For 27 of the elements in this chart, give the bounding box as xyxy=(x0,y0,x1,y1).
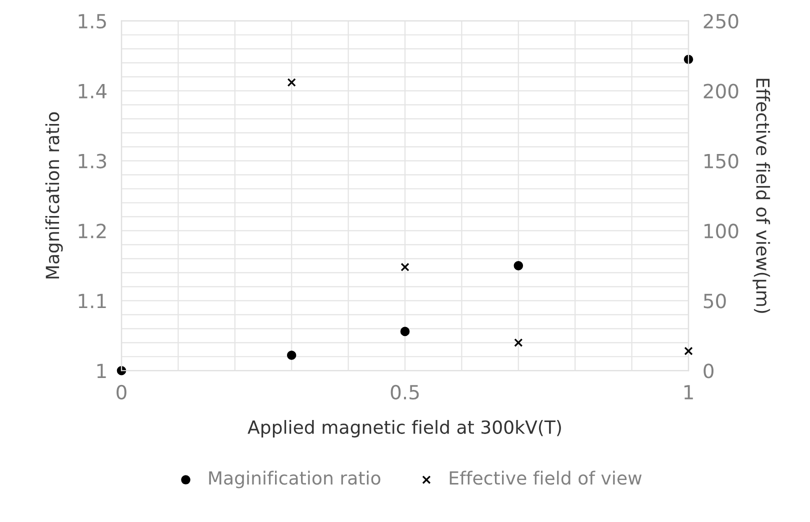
y-tick-label: 1.5 xyxy=(78,14,106,29)
point xyxy=(400,326,410,336)
y-axis-title: Magnification ratio xyxy=(45,112,63,278)
y2-axis-title: Effective field of view(μm) xyxy=(752,78,770,313)
y-tick-label: 1.1 xyxy=(78,294,106,308)
y2-tick-label: 50 xyxy=(704,294,726,308)
y2-tick-label: 0 xyxy=(704,364,714,378)
point xyxy=(400,262,410,272)
y-tick-label: 1.3 xyxy=(78,154,106,168)
point xyxy=(514,338,523,347)
point xyxy=(514,261,524,270)
point xyxy=(287,78,296,87)
x-tick-label: 0 xyxy=(116,384,126,400)
point xyxy=(286,350,296,360)
y-tick-label: 1.2 xyxy=(78,224,106,238)
y-tick-label: 1 xyxy=(97,364,106,378)
y2-tick-label: 150 xyxy=(704,154,738,168)
point xyxy=(684,346,693,356)
x-tick-label: 0.5 xyxy=(390,384,419,400)
legend-label: Effective field of view xyxy=(450,470,642,485)
y-tick-label: 1.4 xyxy=(78,84,107,98)
legend-label: Maginification ratio xyxy=(209,470,380,488)
x-axis-title: Applied magnetic field at 300kV(T) xyxy=(248,420,561,438)
y2-tick-label: 250 xyxy=(704,14,738,29)
y2-tick-label: 200 xyxy=(704,84,738,98)
y2-tick-label: 100 xyxy=(704,224,738,238)
x-tick-label: 1 xyxy=(684,385,693,400)
